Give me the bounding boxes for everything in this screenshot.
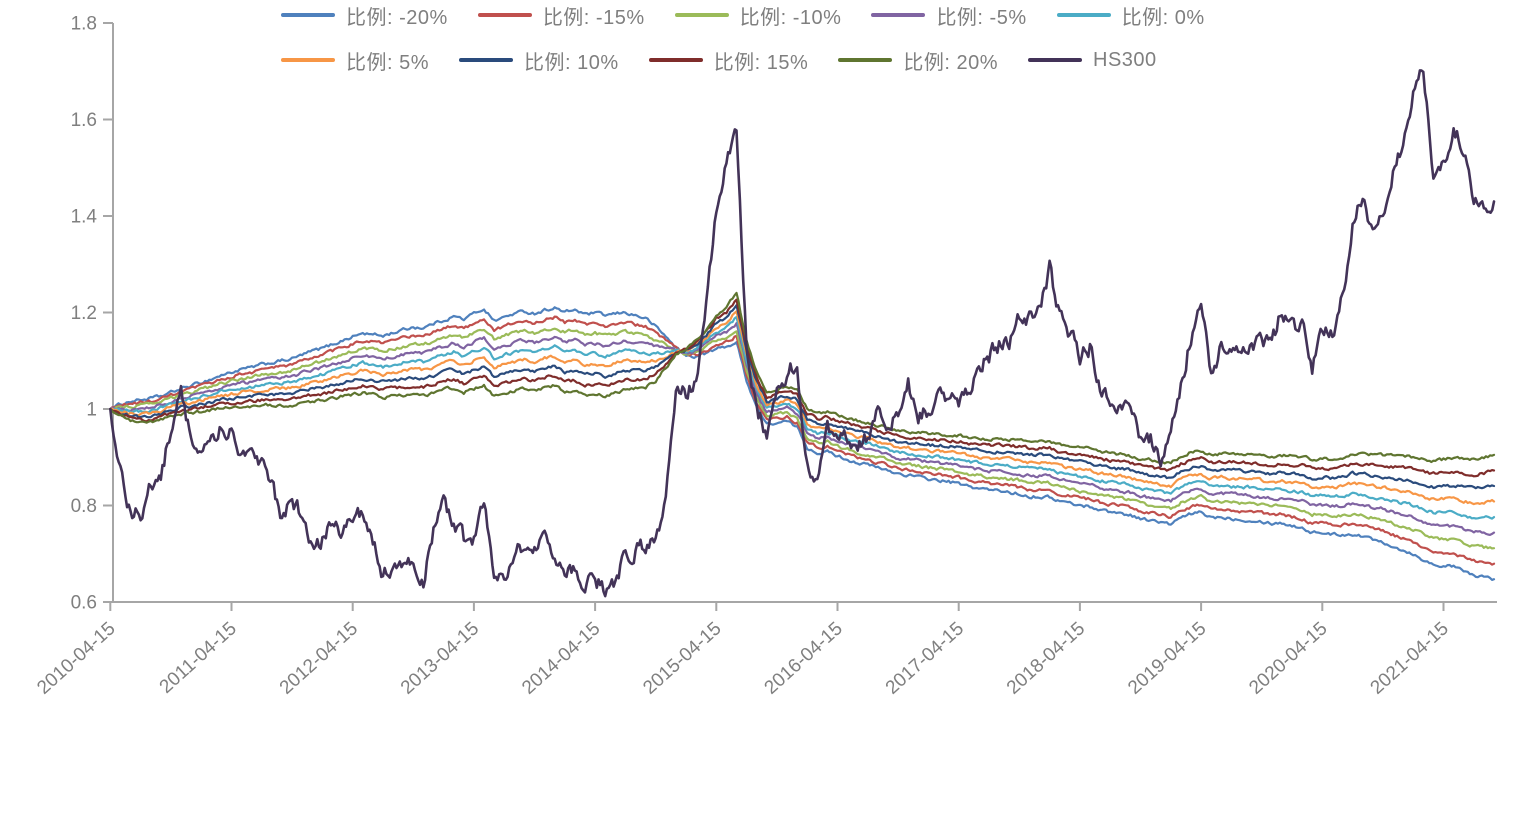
legend-item-ratio-5: 比例: 5%	[281, 45, 429, 75]
x-tick-label: 2016-04-15	[761, 618, 847, 699]
chart-legend: 比例: -20% 比例: -15% 比例: -10% 比例: -5% 比例: 0% 比例:…	[0, 0, 1515, 75]
legend-label-ratio-m5: 比例: -5%	[936, 6, 1027, 29]
legend-label-ratio-5: 比例: 5%	[346, 51, 430, 74]
legend-label-ratio-10: 比例: 10%	[524, 51, 619, 74]
legend-swatch-ratio-m20-icon	[281, 13, 335, 17]
x-tick-label: 2015-04-15	[639, 618, 725, 699]
axes: 0.6 0.8 1 1.2 1.4 1.6 1.8 2010-04-15 2011-04-15 2…	[33, 14, 1497, 699]
series-path-ratio-5	[109, 310, 1496, 506]
y-tick-label: 1.8	[71, 14, 97, 35]
legend-item-ratio-m5: 比例: -5%	[871, 0, 1026, 30]
x-tick-label: 2012-04-15	[276, 618, 362, 699]
y-tick-label: 0.6	[71, 593, 97, 614]
x-tick-label: 2017-04-15	[882, 618, 968, 699]
legend-row-2: 比例: 5% 比例: 10% 比例: 15% 比例: 20% HS300	[281, 45, 1515, 75]
x-tick-label: 2011-04-15	[156, 618, 241, 698]
series-path-ratio-10	[109, 304, 1496, 490]
x-tick-label: 2010-04-15	[33, 618, 119, 699]
legend-swatch-ratio-15-icon	[648, 58, 703, 62]
y-tick-label: 0.8	[71, 496, 97, 517]
legend-swatch-hs300-icon	[1028, 58, 1082, 62]
x-tick-label: 2013-04-15	[397, 618, 483, 699]
series-path-ratio-15	[109, 298, 1496, 478]
line-chart-canvas: 0.6 0.8 1 1.2 1.4 1.6 1.8 2010-04-15 2011-04-15 2…	[33, 14, 1497, 699]
x-tick-label: 2021-04-15	[1367, 618, 1453, 699]
legend-label-ratio-m15: 比例: -15%	[542, 6, 645, 29]
x-tick-label: 2018-04-15	[1003, 618, 1089, 699]
legend-swatch-ratio-5-icon	[281, 58, 335, 62]
y-tick-label: 1.2	[71, 303, 97, 324]
legend-swatch-ratio-20-icon	[838, 58, 893, 62]
legend-swatch-ratio-m5-icon	[871, 13, 926, 17]
legend-label-ratio-20: 比例: 20%	[903, 51, 998, 74]
legend-swatch-ratio-m15-icon	[477, 13, 532, 17]
legend-item-ratio-m10: 比例: -10%	[674, 0, 842, 30]
legend-swatch-ratio-10-icon	[459, 58, 514, 62]
x-tick-label: 2020-04-15	[1245, 618, 1331, 699]
y-tick-label: 1.4	[71, 207, 98, 228]
x-tick-label: 2019-04-15	[1124, 618, 1210, 699]
legend-label-ratio-15: 比例: 15%	[713, 51, 809, 74]
legend-item-ratio-m20: 比例: -20%	[281, 0, 448, 30]
legend-label-ratio-m10: 比例: -10%	[739, 6, 842, 29]
y-tick-label: 1.6	[71, 110, 97, 131]
legend-label-ratio-m20: 比例: -20%	[346, 6, 448, 29]
x-tick-label: 2014-04-15	[518, 618, 604, 699]
legend-item-ratio-m15: 比例: -15%	[477, 0, 645, 30]
legend-row-1: 比例: -20% 比例: -15% 比例: -10% 比例: -5% 比例: 0%	[281, 0, 1515, 30]
series-path-hs300	[109, 69, 1496, 598]
legend-item-ratio-20: 比例: 20%	[838, 45, 998, 75]
y-tick-label: 1	[86, 400, 97, 421]
legend-swatch-ratio-0-icon	[1056, 13, 1111, 17]
legend-item-ratio-0: 比例: 0%	[1056, 0, 1205, 30]
series-path-ratio-m15	[109, 315, 1496, 566]
series-path-ratio-20	[109, 291, 1496, 465]
legend-label-ratio-0: 比例: 0%	[1121, 6, 1205, 29]
legend-item-hs300: HS300	[1028, 45, 1157, 75]
legend-swatch-ratio-m10-icon	[674, 13, 729, 17]
legend-item-ratio-15: 比例: 15%	[648, 45, 809, 75]
series-group	[109, 69, 1496, 598]
legend-label-hs300: HS300	[1093, 48, 1157, 71]
legend-item-ratio-10: 比例: 10%	[459, 45, 619, 75]
